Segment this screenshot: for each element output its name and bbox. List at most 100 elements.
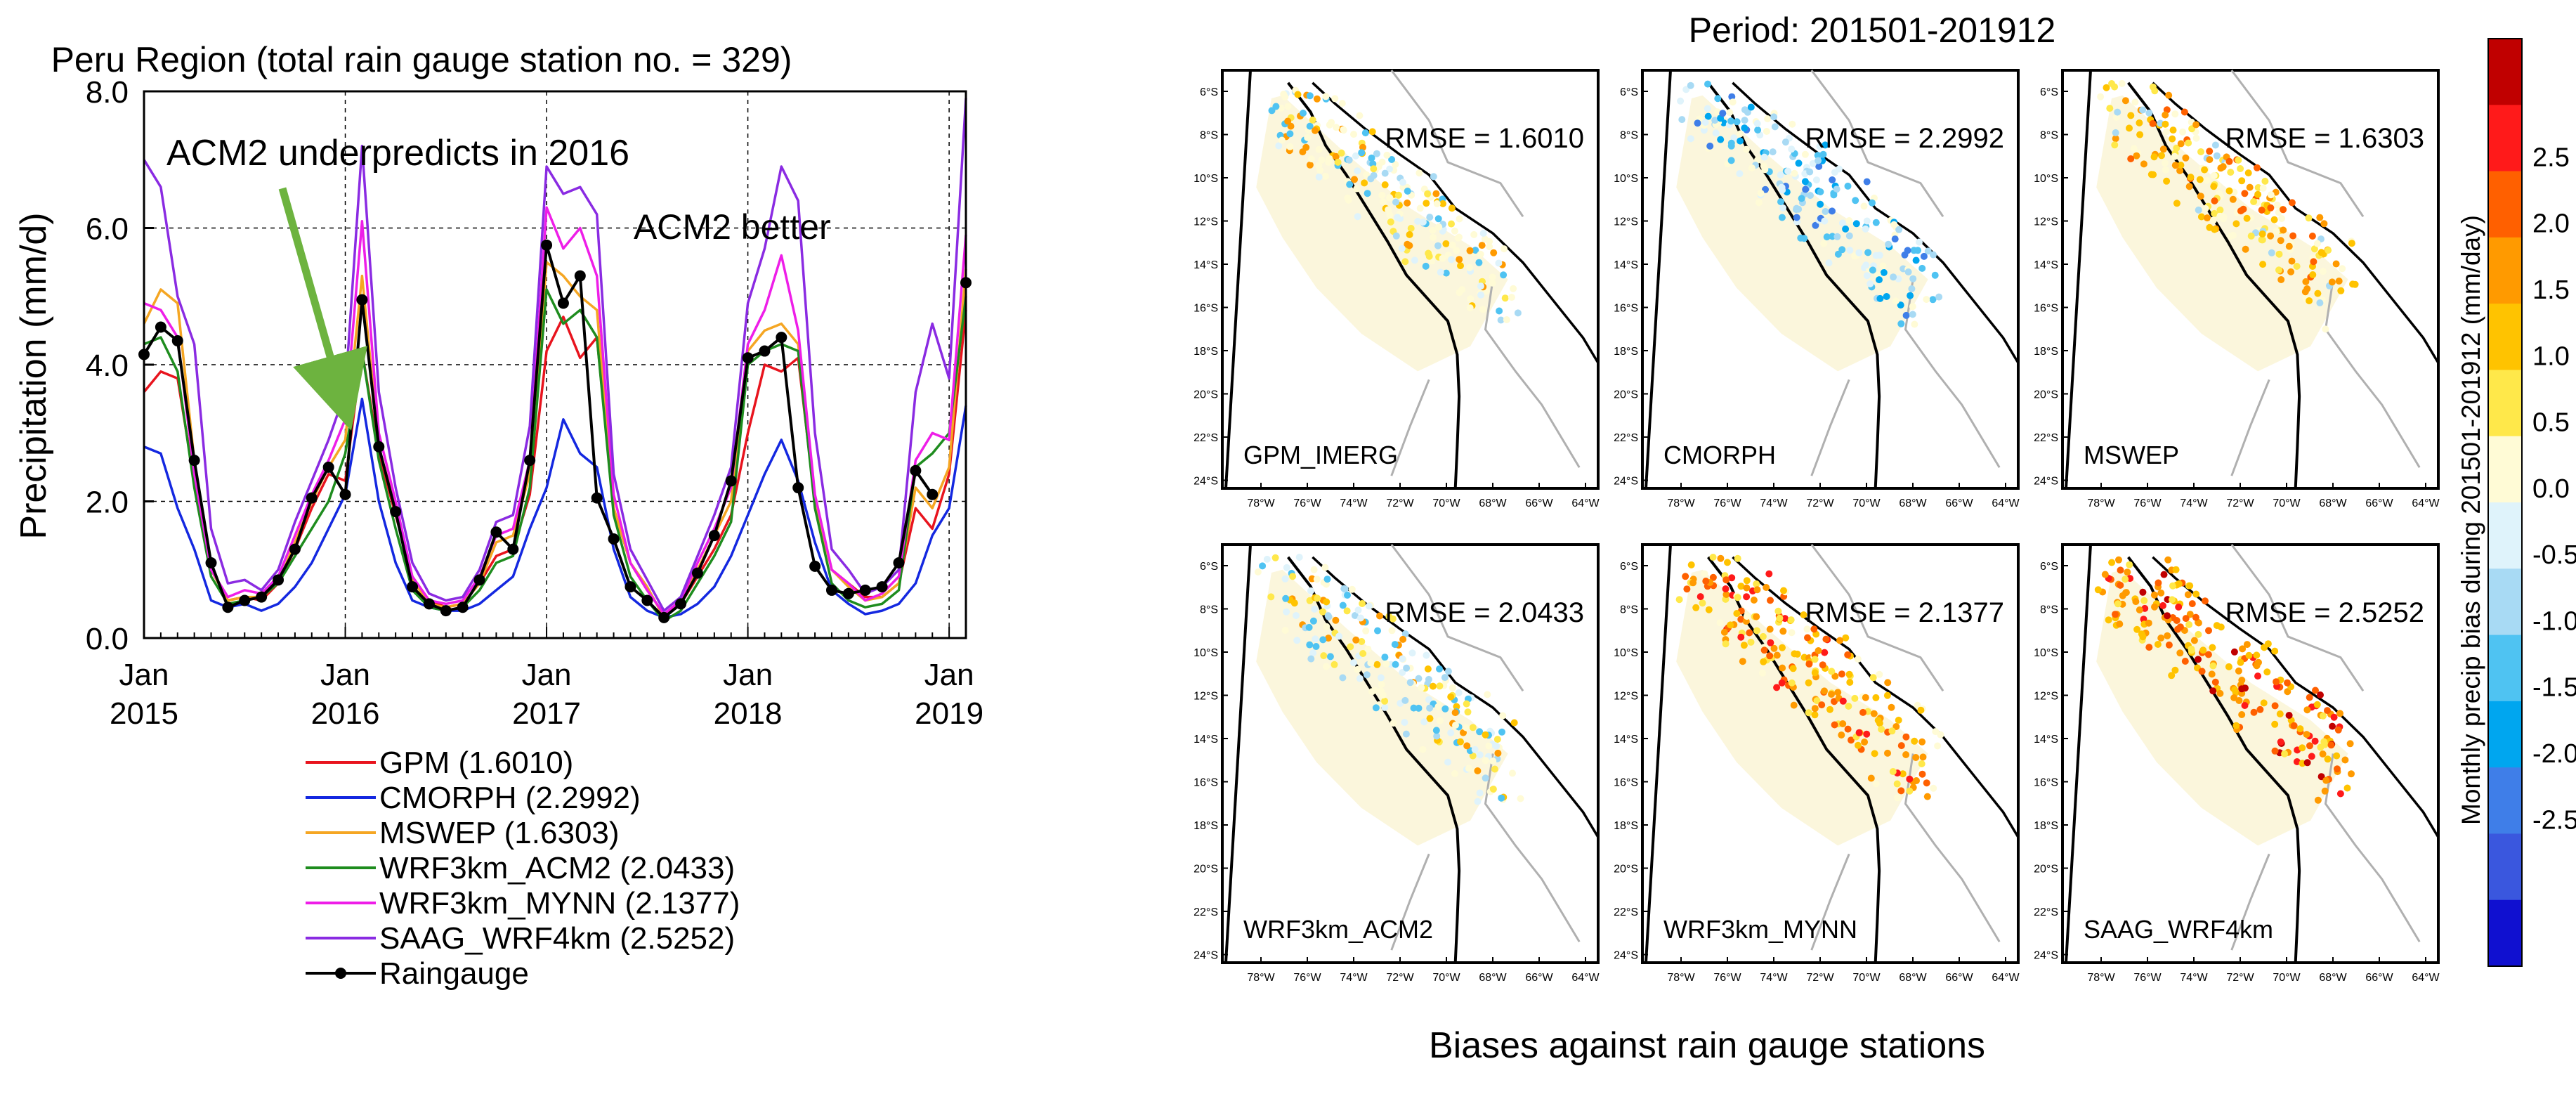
station-dot xyxy=(1309,116,1316,124)
station-dot xyxy=(1411,256,1418,264)
station-dot xyxy=(1823,233,1831,241)
station-dot xyxy=(1932,728,1940,736)
station-dot xyxy=(1860,202,1868,210)
station-dot xyxy=(2108,559,2116,566)
y-tick-label: 0.0 xyxy=(86,622,129,656)
station-dot xyxy=(1479,230,1487,237)
station-dot xyxy=(1870,710,1878,717)
station-dot xyxy=(1779,627,1787,635)
x-tick-label-year: 2015 xyxy=(110,696,178,731)
coastline xyxy=(1287,82,1461,489)
station-dot xyxy=(1918,760,1926,767)
station-dot xyxy=(1779,644,1786,651)
station-dot xyxy=(2163,177,2171,185)
lon-tick-label: 72°W xyxy=(1806,972,1834,984)
legend-entry: WRF3km_MYNN (2.1377) xyxy=(379,886,740,921)
lon-tick-label: 64°W xyxy=(1992,498,2020,509)
station-dot xyxy=(2162,111,2169,119)
data-point xyxy=(557,297,569,309)
station-dot xyxy=(1863,178,1871,186)
station-dot xyxy=(1434,242,1441,249)
station-dot xyxy=(1482,757,1489,765)
country-borders xyxy=(2230,544,2421,951)
station-dot xyxy=(2185,183,2193,190)
x-tick-label-month: Jan xyxy=(320,658,370,692)
station-dot xyxy=(1929,296,1937,304)
station-dot xyxy=(2284,679,2291,687)
station-dot xyxy=(2217,164,2225,172)
station-dot xyxy=(1763,584,1770,591)
station-dot xyxy=(1863,272,1871,280)
station-dot xyxy=(1869,674,1877,682)
station-dot xyxy=(2243,641,2251,649)
station-dot xyxy=(1714,95,1722,103)
station-dot xyxy=(2348,770,2355,778)
station-dot xyxy=(1458,286,1466,294)
station-dot xyxy=(1930,784,1937,792)
station-dot xyxy=(1406,679,1414,687)
station-dot xyxy=(1370,165,1378,173)
station-dot xyxy=(1312,643,1320,650)
station-dot xyxy=(2145,109,2153,117)
station-dot xyxy=(1862,225,1869,233)
station-dot xyxy=(1767,639,1774,646)
station-dot xyxy=(1320,652,1328,660)
x-tick-label-year: 2016 xyxy=(311,696,380,731)
station-dot xyxy=(1289,573,1297,580)
station-dot xyxy=(1683,585,1691,593)
station-dot xyxy=(1474,798,1482,805)
lat-tick-label: 24°S xyxy=(1614,950,1638,962)
station-dot xyxy=(1471,746,1479,753)
station-dot xyxy=(1306,92,1314,100)
station-dot xyxy=(1354,167,1361,175)
station-dot xyxy=(1394,191,1402,199)
coastline xyxy=(1287,556,1461,963)
station-dot xyxy=(1254,568,1262,575)
station-dot xyxy=(1931,271,1939,279)
rmse-label: RMSE = 1.6010 xyxy=(1385,123,1585,154)
lat-tick-label: 6°S xyxy=(2040,86,2058,98)
station-dot xyxy=(2259,184,2267,192)
lat-tick-label: 18°S xyxy=(1614,820,1638,832)
station-dot xyxy=(1729,98,1737,106)
station-dot xyxy=(1923,779,1930,787)
map-saag-wrf4km: RMSE = 2.5252 SAAG_WRF4km 6°S 8°S 10°S 12°S 14… xyxy=(2034,543,2440,984)
lon-tick-label: 68°W xyxy=(1479,972,1507,984)
station-dot xyxy=(1863,217,1871,225)
lat-tick-label: 12°S xyxy=(1194,691,1218,703)
station-dot xyxy=(1909,311,1916,318)
station-dot xyxy=(1486,243,1493,250)
colorbar-tick-label: -2.5 xyxy=(2532,805,2576,835)
station-dot xyxy=(1716,619,1724,627)
station-dot xyxy=(2202,204,2209,212)
station-dot xyxy=(1284,117,1292,125)
lon-tick-label: 76°W xyxy=(1293,972,1321,984)
lat-tick-label: 12°S xyxy=(1614,691,1638,703)
station-dot xyxy=(2201,166,2209,174)
station-dot xyxy=(2285,242,2293,250)
station-dot xyxy=(2185,620,2193,628)
station-dot xyxy=(1867,774,1875,782)
station-dot xyxy=(1790,701,1798,709)
station-dot xyxy=(2162,166,2169,174)
station-dot xyxy=(2179,128,2186,136)
station-dot xyxy=(2288,199,2296,207)
series-line xyxy=(143,310,967,616)
station-dot xyxy=(1920,252,1928,260)
station-dot xyxy=(1821,217,1829,225)
station-dot xyxy=(2275,266,2282,274)
station-dot xyxy=(1476,728,1484,736)
map-name-label: WRF3km_ACM2 xyxy=(1243,915,1433,944)
station-dot xyxy=(2115,556,2122,564)
station-dot xyxy=(1469,724,1477,731)
station-dot xyxy=(1436,665,1443,672)
station-dot xyxy=(1722,640,1730,648)
station-dot xyxy=(1378,191,1386,199)
data-point xyxy=(256,591,268,603)
station-dot xyxy=(1415,704,1423,712)
country-borders xyxy=(1810,544,2001,951)
station-dot xyxy=(1829,207,1836,215)
station-dot xyxy=(1890,221,1898,228)
lat-tick-label: 14°S xyxy=(1194,734,1218,746)
